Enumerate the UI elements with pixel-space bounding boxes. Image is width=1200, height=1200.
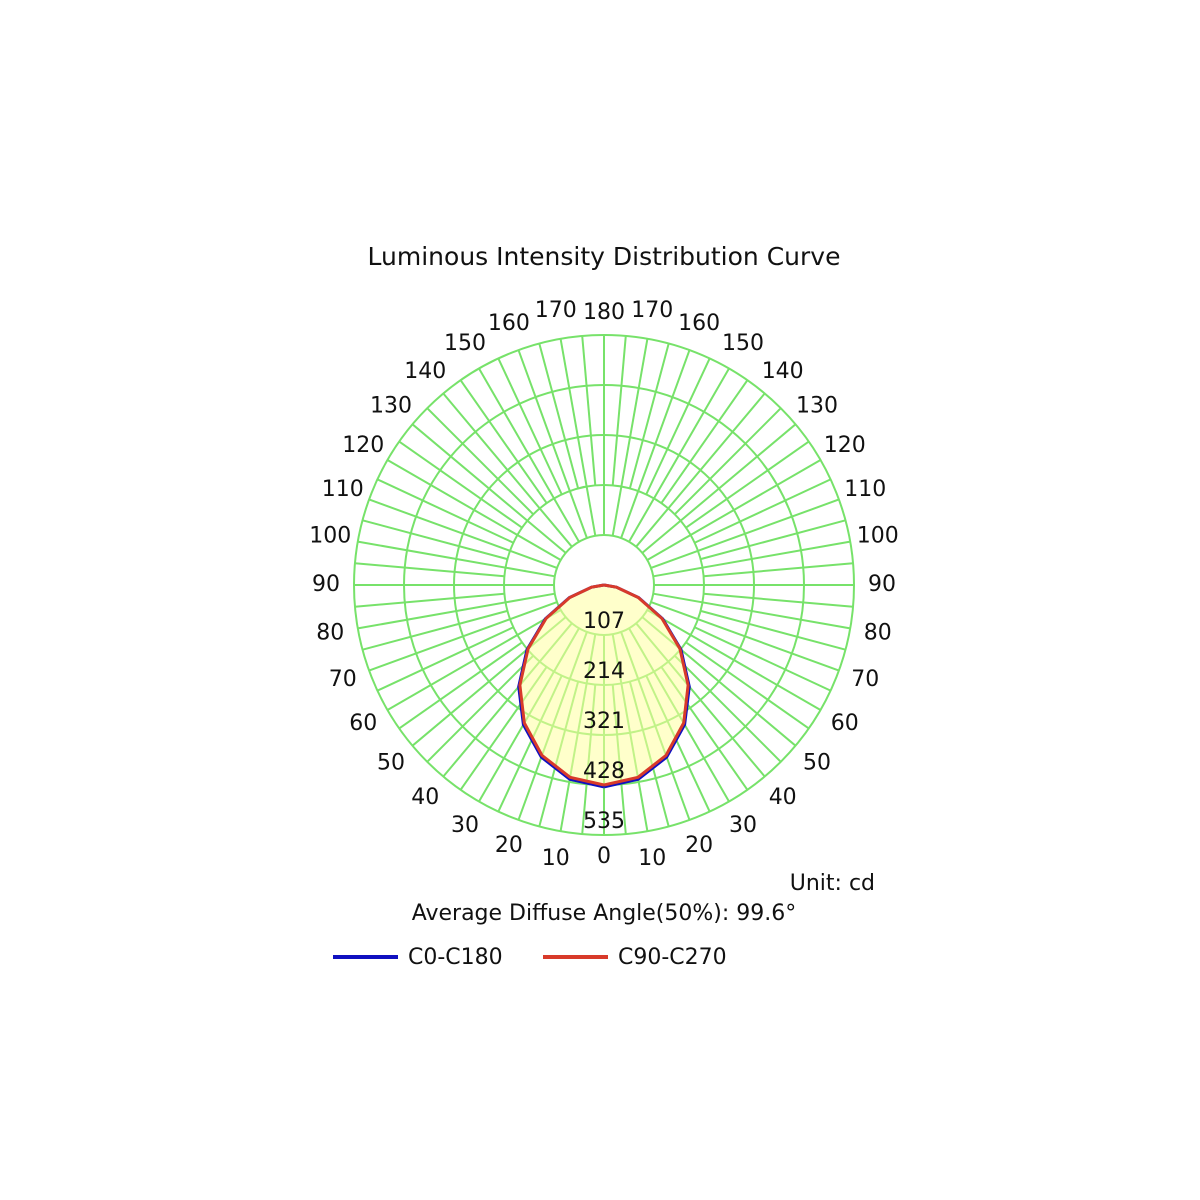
angle-label: 60: [831, 711, 859, 736]
unit-label: Unit: cd: [790, 871, 875, 896]
angle-label: 90: [312, 572, 340, 597]
annotation: Average Diffuse Angle(50%): 99.6°: [412, 901, 797, 926]
chart-title: Luminous Intensity Distribution Curve: [368, 242, 841, 271]
radial-tick-label: 535: [583, 809, 625, 834]
legend-label: C0-C180: [408, 945, 503, 970]
radial-tick-label: 107: [583, 609, 625, 634]
angle-label: 150: [722, 331, 764, 356]
angle-label: 80: [864, 620, 892, 645]
angle-label: 30: [451, 813, 479, 838]
fill-area: [519, 585, 689, 785]
angle-label: 40: [411, 785, 439, 810]
angle-label: 60: [349, 711, 377, 736]
angle-label: 10: [638, 846, 666, 871]
minor-spoke: [628, 343, 670, 489]
angle-label: 180: [583, 300, 625, 325]
minor-spoke: [700, 519, 846, 561]
angle-label: 170: [631, 298, 673, 323]
angle-label: 20: [495, 833, 523, 858]
minor-spoke: [377, 626, 514, 692]
angle-label: 130: [370, 393, 412, 418]
minor-spoke: [377, 478, 514, 544]
angle-label: 0: [597, 844, 611, 869]
minor-spoke: [398, 440, 523, 529]
angle-label: 120: [342, 433, 384, 458]
minor-spoke: [703, 592, 854, 608]
angle-label: 50: [803, 751, 831, 776]
angle-label: 20: [685, 833, 713, 858]
angle-label: 160: [678, 311, 720, 336]
angle-label: 10: [542, 846, 570, 871]
angle-label: 110: [322, 477, 364, 502]
minor-spoke: [426, 655, 534, 763]
series-line: [603, 583, 690, 787]
minor-spoke: [581, 335, 597, 486]
minor-spoke: [685, 440, 810, 529]
minor-spoke: [611, 335, 627, 486]
angle-label: 90: [868, 572, 896, 597]
minor-spoke: [674, 407, 782, 515]
angle-label: 110: [844, 477, 886, 502]
angle-label: 150: [444, 331, 486, 356]
angle-label: 140: [404, 359, 446, 384]
angle-label: 80: [316, 620, 344, 645]
minor-spoke: [354, 592, 505, 608]
angle-label: 70: [851, 667, 879, 692]
angle-label: 100: [309, 524, 351, 549]
minor-spoke: [362, 519, 508, 561]
minor-spoke: [398, 641, 523, 730]
minor-spoke: [497, 358, 563, 495]
minor-spoke: [660, 379, 749, 504]
minor-spoke: [459, 379, 548, 504]
minor-spoke: [426, 407, 534, 515]
angle-label: 120: [824, 433, 866, 458]
radial-tick-label: 214: [583, 659, 625, 684]
angle-label: 130: [796, 393, 838, 418]
minor-spoke: [645, 358, 711, 495]
angle-label: 70: [329, 667, 357, 692]
legend-label: C90-C270: [618, 945, 727, 970]
series-line: [518, 583, 605, 787]
minor-spoke: [685, 641, 810, 730]
minor-spoke: [362, 609, 508, 651]
angle-label: 100: [857, 524, 899, 549]
minor-spoke: [700, 609, 846, 651]
minor-spoke: [703, 562, 854, 578]
angle-label: 30: [729, 813, 757, 838]
angle-label: 160: [488, 311, 530, 336]
minor-spoke: [354, 562, 505, 578]
radial-tick-label: 428: [583, 759, 625, 784]
minor-spoke: [694, 478, 831, 544]
angle-label: 50: [377, 751, 405, 776]
radial-tick-label: 321: [583, 709, 625, 734]
minor-spoke: [694, 626, 831, 692]
minor-spoke: [538, 343, 580, 489]
angle-label: 170: [535, 298, 577, 323]
angle-label: 40: [769, 785, 797, 810]
grid-ring: [353, 334, 855, 836]
minor-spoke: [674, 655, 782, 763]
angle-label: 140: [762, 359, 804, 384]
